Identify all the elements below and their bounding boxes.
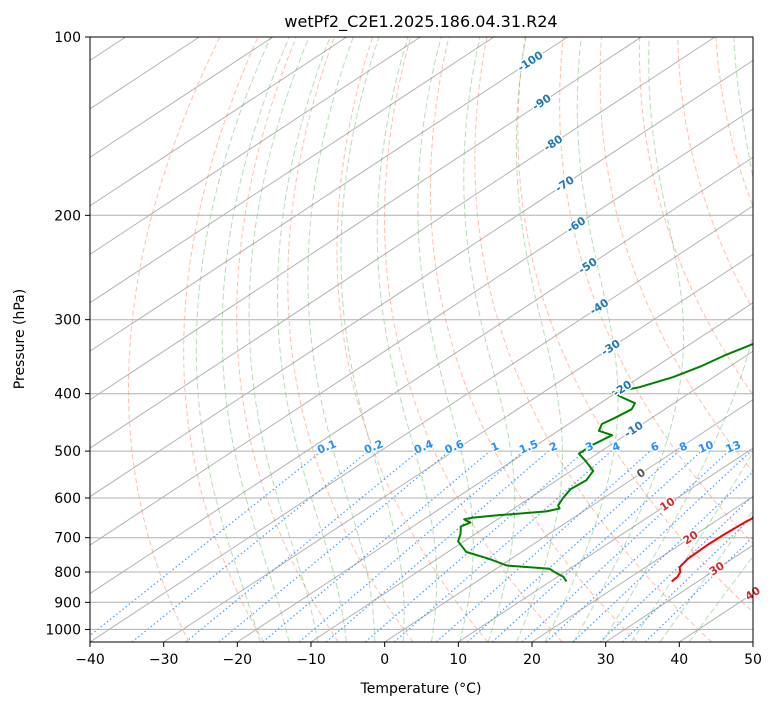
isotherm-line <box>90 37 716 449</box>
x-axis-title: Temperature (°C) <box>360 681 482 697</box>
isotherm-line <box>384 399 753 642</box>
dewpoint-profile <box>457 342 753 583</box>
isotherm-line <box>90 156 753 595</box>
moist-adiabat <box>544 37 619 642</box>
isotherm-line <box>531 496 753 642</box>
moist-adiabat <box>248 37 319 642</box>
pressure-gridlines <box>90 37 753 630</box>
sounding-series <box>457 342 753 583</box>
isotherm-line <box>90 37 274 158</box>
isotherm-line <box>90 37 347 207</box>
x-tick-label: 0 <box>380 652 389 668</box>
isotherm-line <box>90 37 642 401</box>
dry-adiabat <box>517 37 753 613</box>
mixing-ratio-line <box>262 450 491 642</box>
mixing-ratio-line <box>545 450 752 642</box>
y-tick-label: 700 <box>54 531 81 547</box>
y-tick-label: 800 <box>54 565 81 581</box>
mixing-ratio-line <box>467 450 680 642</box>
x-tick-label: 40 <box>670 652 688 668</box>
dry-adiabat <box>128 37 221 642</box>
isotherm-line <box>90 37 421 255</box>
mixing-ratio-line <box>393 450 612 642</box>
mixing-ratio-line <box>325 450 549 642</box>
moist-adiabat <box>630 451 753 642</box>
dry-adiabat <box>677 37 753 311</box>
moist-adiabat <box>277 37 347 642</box>
y-axis-title: Pressure (hPa) <box>12 289 28 389</box>
x-tick-label: −30 <box>149 652 179 668</box>
moist-adiabat <box>340 37 405 642</box>
mixing-ratio-line <box>298 450 525 642</box>
isotherm-line <box>90 108 753 546</box>
y-tick-label: 300 <box>54 313 81 329</box>
isotherm-line <box>90 37 495 304</box>
y-tick-label: 100 <box>54 30 81 46</box>
mixing-ratio-line <box>644 536 753 642</box>
x-tick-label: 50 <box>744 652 762 668</box>
y-tick-label: 600 <box>54 491 81 507</box>
moist-adiabat <box>601 37 753 642</box>
mixing-ratio-line <box>90 450 323 637</box>
moist-adiabat <box>417 37 474 642</box>
y-tick-label: 400 <box>54 387 81 403</box>
x-tick-label: 20 <box>523 652 541 668</box>
temperature-profile <box>671 516 753 583</box>
chart-title: wetPf2_C2E1.2025.186.04.31.R24 <box>284 12 557 32</box>
isotherm-line <box>458 447 753 642</box>
x-tick-label: −40 <box>75 652 105 668</box>
isotherm-line <box>310 350 753 642</box>
skewed-isotherms <box>90 37 753 642</box>
dry-adiabat <box>638 37 753 396</box>
moist-adiabat <box>376 37 438 642</box>
mixing-ratio-lines <box>90 450 753 642</box>
mixing-ratio-line <box>521 450 730 642</box>
y-axis: 100 200 300 400 500 600 700 800 900 1000 <box>45 30 90 638</box>
x-tick-label: −20 <box>223 652 253 668</box>
mixing-ratio-line <box>364 450 586 642</box>
isotherm-line <box>90 59 753 498</box>
mixing-ratio-line <box>131 450 369 642</box>
dry-adiabat <box>559 37 753 545</box>
x-tick-label: 30 <box>597 652 615 668</box>
plot-area <box>90 37 753 642</box>
mixing-ratio-line <box>621 515 753 642</box>
isotherm-line <box>90 37 568 352</box>
y-tick-label: 200 <box>54 208 81 224</box>
y-tick-label: 900 <box>54 595 81 611</box>
moist-adiabat <box>515 37 563 642</box>
moist-adiabat <box>221 37 290 642</box>
mixing-ratio-line <box>218 450 450 642</box>
isotherm-line <box>237 302 753 642</box>
x-tick-label: −10 <box>296 652 326 668</box>
x-tick-label: 10 <box>449 652 467 668</box>
y-tick-label: 1000 <box>45 622 81 638</box>
isotherm-line <box>90 205 753 642</box>
moist-adiabat <box>463 37 516 642</box>
dry-adiabat <box>336 37 488 642</box>
moist-adiabat <box>307 37 376 642</box>
isotherm-line <box>163 253 753 642</box>
moist-adiabat <box>195 37 272 642</box>
y-tick-label: 500 <box>54 444 81 460</box>
plot-frame <box>89 36 754 643</box>
dry-adiabat <box>429 37 638 642</box>
x-axis: −40 −30 −20 −10 0 10 20 30 40 50 <box>75 642 762 668</box>
